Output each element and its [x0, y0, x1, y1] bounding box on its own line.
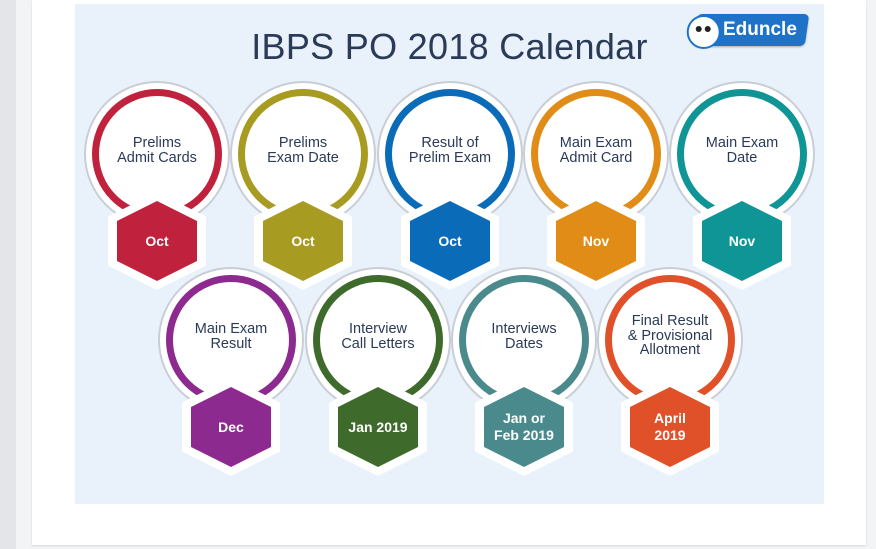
logo-text: Eduncle	[723, 19, 797, 40]
event-date: Jan 2019	[348, 418, 408, 435]
calendar-item-main-exam-date: Main Exam Date Nov	[677, 89, 807, 299]
date-hexagon: April 2019	[630, 387, 710, 467]
event-date: Oct	[145, 232, 169, 249]
event-label: Prelims Admit Cards	[117, 135, 197, 166]
calendar-infographic: IBPS PO 2018 Calendar Eduncle Prelims Ad…	[75, 4, 824, 504]
event-label: Interviews Dates	[491, 321, 557, 352]
date-hexagon: Oct	[410, 201, 490, 281]
eduncle-logo: Eduncle	[686, 14, 810, 49]
calendar-item-interview-call-letters: Interview Call Letters Jan 2019	[313, 275, 443, 485]
event-date: Dec	[218, 418, 244, 435]
calendar-item-interviews-dates: Interviews Dates Jan or Feb 2019	[459, 275, 589, 485]
event-label: Main Exam Admit Card	[559, 135, 633, 166]
mascot-icon	[686, 15, 721, 49]
event-label: Main Exam Date	[705, 135, 779, 166]
calendar-item-main-exam-result: Main Exam Result Dec	[166, 275, 296, 485]
event-label: Main Exam Result	[194, 321, 268, 352]
event-date: Oct	[291, 232, 315, 249]
calendar-item-final-result: Final Result & Provisional Allotment Apr…	[605, 275, 735, 485]
event-label: Prelims Exam Date	[267, 135, 339, 166]
calendar-item-prelims-admit-cards: Prelims Admit Cards Oct	[92, 89, 222, 299]
event-label: Result of Prelim Exam	[408, 135, 492, 166]
event-date: Nov	[728, 232, 756, 249]
date-hexagon: Jan or Feb 2019	[484, 387, 564, 467]
event-label: Interview Call Letters	[341, 321, 415, 352]
event-label: Final Result & Provisional Allotment	[627, 313, 713, 358]
date-hexagon: Oct	[263, 201, 343, 281]
event-date: Oct	[438, 232, 462, 249]
calendar-item-prelims-exam-date: Prelims Exam Date Oct	[238, 89, 368, 299]
event-date: Nov	[582, 232, 610, 249]
left-rail	[0, 0, 16, 549]
event-date: Jan or Feb 2019	[494, 410, 554, 443]
date-hexagon: Dec	[191, 387, 271, 467]
calendar-item-result-of-prelim-exam: Result of Prelim Exam Oct	[385, 89, 515, 299]
infographic-title: IBPS PO 2018 Calendar	[251, 26, 648, 67]
event-ring	[385, 89, 515, 219]
date-hexagon: Jan 2019	[338, 387, 418, 467]
event-date: April 2019	[654, 410, 686, 443]
calendar-item-main-exam-admit-card: Main Exam Admit Card Nov	[531, 89, 661, 299]
event-ring	[677, 89, 807, 219]
